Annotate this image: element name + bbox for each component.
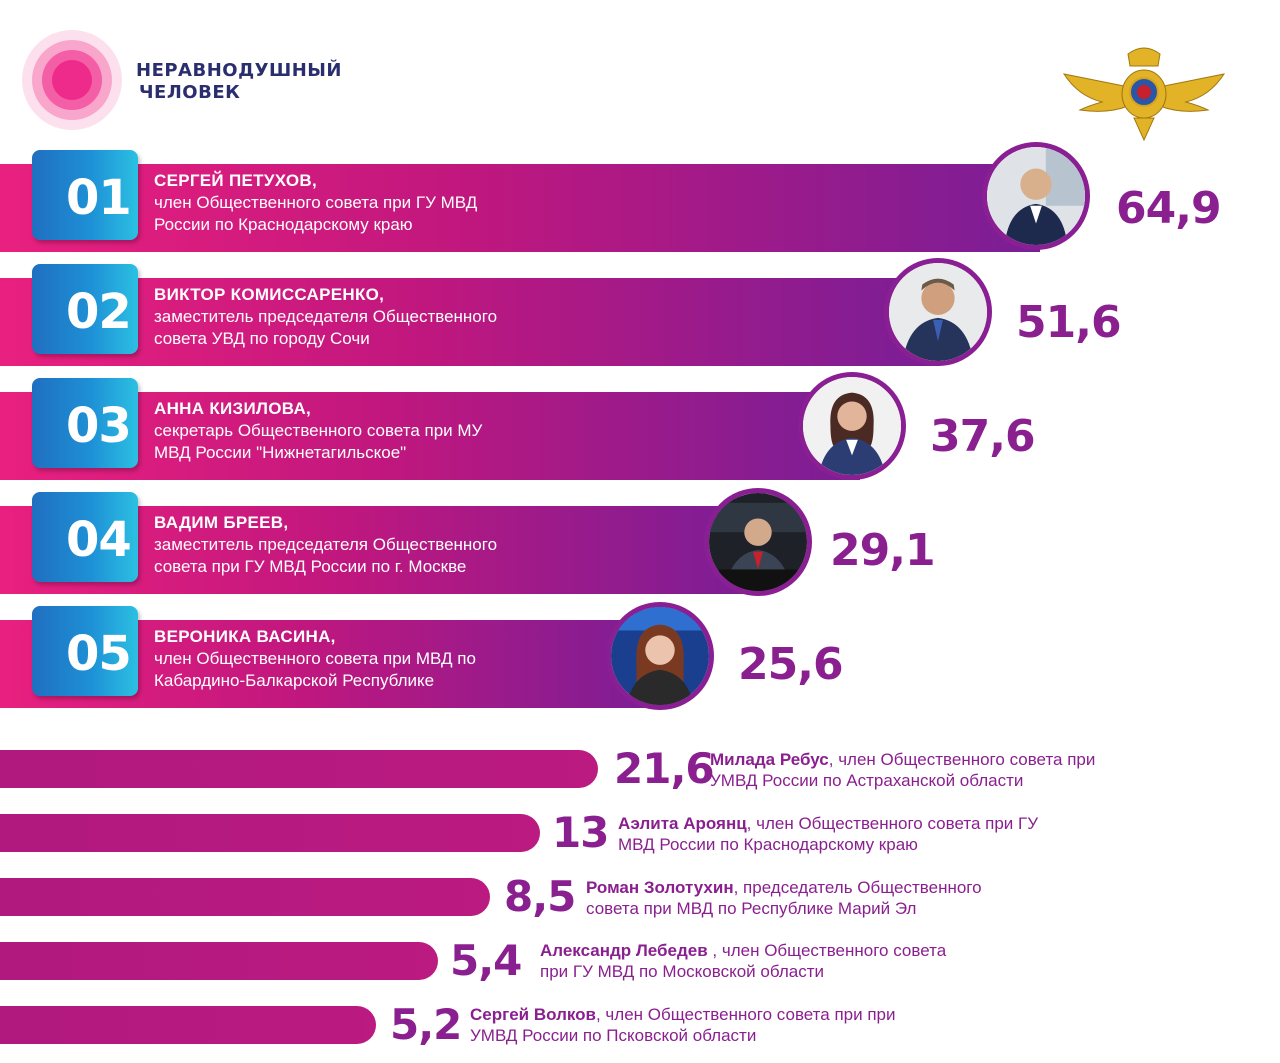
ranking-bar-6 <box>0 750 598 788</box>
person-role-line-2: совета при ГУ МВД России по г. Москве <box>154 557 467 576</box>
person-photo <box>606 602 714 710</box>
brand-logo-icon <box>22 30 122 130</box>
person-role-line-1: , член Общественного совета при при <box>595 1005 896 1024</box>
person-role-line-1: , председатель Общественного <box>733 878 982 897</box>
person-role-line-1: , член Общественного совета при ГУ <box>746 814 1039 833</box>
ranking-bar-9 <box>0 942 438 980</box>
value-label: 5,2 <box>390 1000 462 1049</box>
value-label: 51,6 <box>1016 297 1122 348</box>
person-description: Сергей Волков, член Общественного совета… <box>470 1004 990 1046</box>
brand-name: НЕРАВНОДУШНЫЙ ЧЕЛОВЕК <box>136 60 342 104</box>
person-description: АННА КИЗИЛОВА, секретарь Общественного с… <box>154 398 584 464</box>
person-role-line-1: заместитель председателя Общественного <box>154 535 498 554</box>
person-description: Аэлита Ароянц, член Общественного совета… <box>618 813 1138 855</box>
person-role-line-2: МВД России по Краснодарскому краю <box>618 835 918 854</box>
rank-badge <box>32 606 138 696</box>
person-role-line-1: , член Общественного совета при <box>828 750 1096 769</box>
person-role-line-1: секретарь Общественного совета при МУ <box>154 421 483 440</box>
rank-number: 02 <box>66 284 132 340</box>
person-description: СЕРГЕЙ ПЕТУХОВ, член Общественного совет… <box>154 170 584 236</box>
person-description: ВАДИМ БРЕЕВ, заместитель председателя Об… <box>154 512 584 578</box>
rank-number: 04 <box>66 512 132 568</box>
ranking-row-1: 01 СЕРГЕЙ ПЕТУХОВ, член Общественного со… <box>0 142 1280 270</box>
person-name: Аэлита Ароянц <box>618 814 747 833</box>
person-description: ВЕРОНИКА ВАСИНА, член Общественного сове… <box>154 626 584 692</box>
person-role-line-2: при ГУ МВД по Московской области <box>540 962 824 981</box>
person-name: Александр Лебедев <box>540 941 708 960</box>
ranking-row-3: 03 АННА КИЗИЛОВА, секретарь Общественног… <box>0 370 1280 498</box>
person-photo <box>884 258 992 366</box>
rank-badge <box>32 492 138 582</box>
brand-line-2: ЧЕЛОВЕК <box>139 82 241 103</box>
person-role-line-1: член Общественного совета при МВД по <box>154 649 476 668</box>
person-role-line-2: совета при МВД по Республике Марий Эл <box>586 899 917 918</box>
rank-badge <box>32 378 138 468</box>
person-role-line-1: член Общественного совета при ГУ МВД <box>154 193 478 212</box>
person-role-line-2: совета УВД по городу Сочи <box>154 329 370 348</box>
ranking-row-4: 04 ВАДИМ БРЕЕВ, заместитель председателя… <box>0 484 1280 612</box>
person-description: Роман Золотухин, председатель Общественн… <box>586 877 1106 919</box>
person-role-line-2: МВД России "Нижнетагильское" <box>154 443 407 462</box>
person-description: ВИКТОР КОМИССАРЕНКО, заместитель председ… <box>154 284 584 350</box>
value-label: 8,5 <box>504 872 576 921</box>
ranking-bar <box>0 392 860 480</box>
person-photo <box>704 488 812 596</box>
ranking-row-2: 02 ВИКТОР КОМИССАРЕНКО, заместитель пред… <box>0 256 1280 384</box>
ranking-bar-10 <box>0 1006 376 1044</box>
person-role-line-1: заместитель председателя Общественного <box>154 307 498 326</box>
rank-number: 01 <box>66 170 132 226</box>
value-label: 5,4 <box>450 936 522 985</box>
mvd-eagle-emblem-icon <box>1062 47 1226 142</box>
person-role-line-2: Кабардино-Балкарской Республике <box>154 671 435 690</box>
person-name: АННА КИЗИЛОВА, <box>154 399 312 418</box>
value-label: 25,6 <box>738 639 844 690</box>
value-label: 13 <box>552 808 609 857</box>
value-label: 21,6 <box>614 744 715 793</box>
rank-badge <box>32 264 138 354</box>
person-photo <box>982 142 1090 250</box>
value-label: 64,9 <box>1116 183 1222 234</box>
person-name: Роман Золотухин <box>586 878 734 897</box>
person-name: Сергей Волков <box>470 1005 596 1024</box>
person-role-line-2: России по Краснодарскому краю <box>154 215 413 234</box>
person-name: СЕРГЕЙ ПЕТУХОВ, <box>154 171 318 190</box>
person-description: Милада Ребус, член Общественного совета … <box>710 749 1230 791</box>
person-name: ВИКТОР КОМИССАРЕНКО, <box>154 285 385 304</box>
person-name: Милада Ребус <box>710 750 829 769</box>
person-role-line-2: УМВД России по Астраханской области <box>710 771 1024 790</box>
person-role-line-2: УМВД России по Псковской области <box>470 1026 757 1045</box>
person-description: Александр Лебедев , член Общественного с… <box>540 940 1060 982</box>
ranking-row-5: 05 ВЕРОНИКА ВАСИНА, член Общественного с… <box>0 598 1280 726</box>
brand-line-1: НЕРАВНОДУШНЫЙ <box>136 60 342 81</box>
ranking-bar <box>0 164 1040 252</box>
rank-badge <box>32 150 138 240</box>
rank-number: 05 <box>66 626 132 682</box>
person-name: ВЕРОНИКА ВАСИНА, <box>154 627 336 646</box>
value-label: 29,1 <box>830 525 936 576</box>
rank-number: 03 <box>66 398 132 454</box>
person-role-line-1: , член Общественного совета <box>707 941 947 960</box>
ranking-bar-7 <box>0 814 540 852</box>
ranking-bar <box>0 278 940 366</box>
ranking-bar-8 <box>0 878 490 916</box>
value-label: 37,6 <box>930 411 1036 462</box>
person-photo <box>798 372 906 480</box>
person-name: ВАДИМ БРЕЕВ, <box>154 513 289 532</box>
